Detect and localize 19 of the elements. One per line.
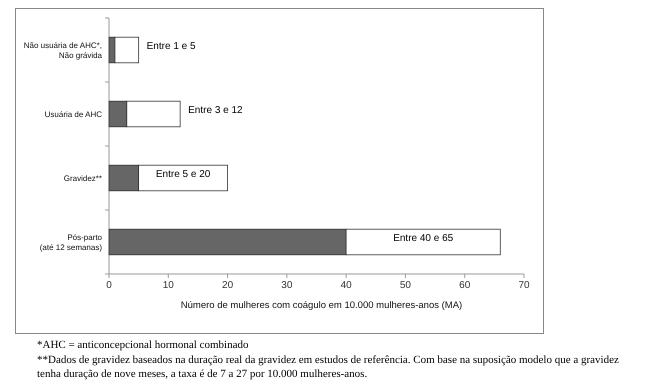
data-label: Entre 3 e 12 <box>188 105 244 116</box>
y-tick-label: Pós-parto (até 12 semanas) <box>40 233 103 252</box>
x-tick-label: 10 <box>162 280 174 292</box>
x-tick-label: 30 <box>281 280 293 292</box>
x-tick-label: 50 <box>400 280 412 292</box>
x-axis-title: Número de mulheres com coágulo em 10.000 mulheres-anos (MA) <box>180 300 462 311</box>
data-label: Entre 40 e 65 <box>393 233 454 244</box>
data-label: Entre 1 e 5 <box>146 41 196 52</box>
y-tick-label: Gravidez** <box>64 174 102 183</box>
x-tick-label: 20 <box>222 280 234 292</box>
text: **Dados de gravidez baseados na duração real da gravidez em estudos de referência. Com base na suposição modelo que a gravidez tenha duração de nove meses, a taxa é de 7 a 27 por 10.000 mulheres-anos. <box>37 354 619 380</box>
x-tick-label: 70 <box>518 280 530 292</box>
y-tick-label: Usuária de AHC <box>44 110 102 119</box>
text: *AHC = anticoncepcional hormonal combinado <box>37 339 249 351</box>
x-tick-label: 0 <box>106 280 112 292</box>
x-tick-label: 60 <box>459 280 471 292</box>
x-tick-label: 40 <box>340 280 352 292</box>
data-label: Entre 5 e 20 <box>156 169 211 180</box>
y-tick-label: Não usuária de AHC*, Não grávida <box>24 41 103 60</box>
